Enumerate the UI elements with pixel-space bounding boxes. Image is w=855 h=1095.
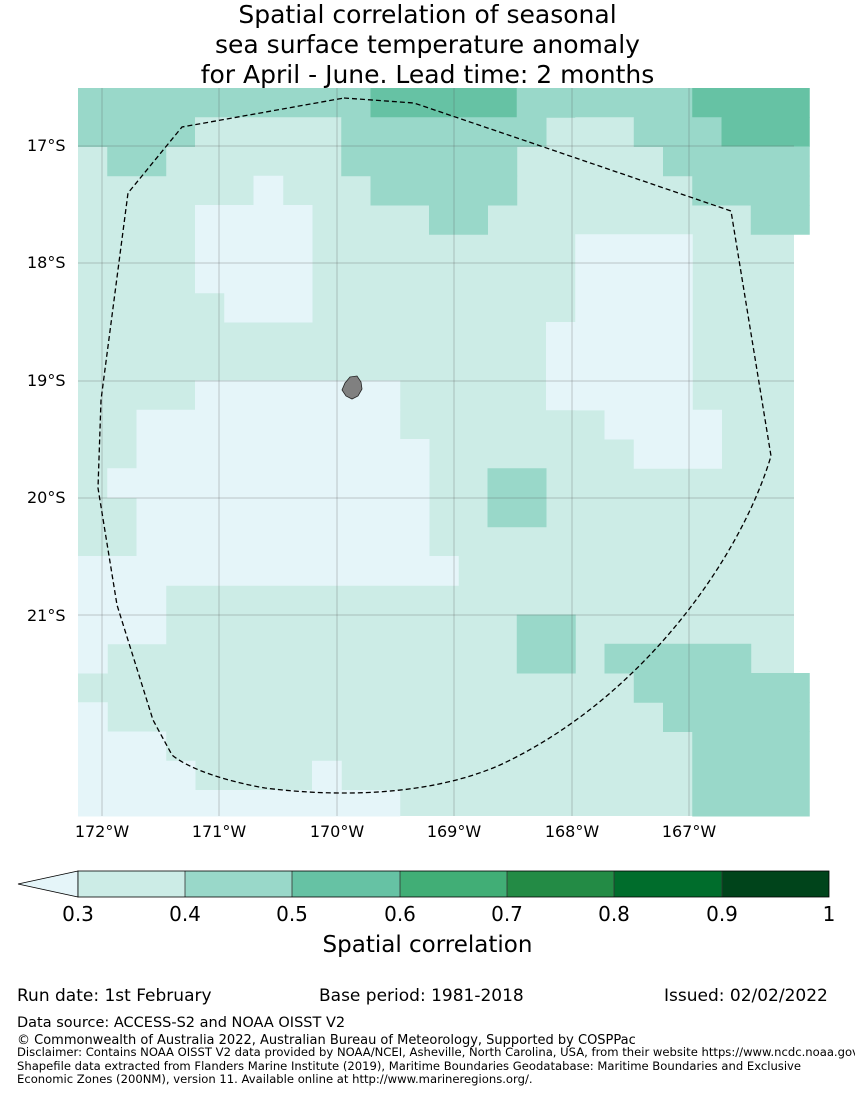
correlation-cell-block [312,760,342,791]
correlation-cell-block [107,146,167,177]
correlation-cell-block [370,175,518,206]
lat-label-21s: 21°S [27,606,66,625]
title-line-3: for April - June. Lead time: 2 months [200,60,655,89]
disclaimer-line-1: Disclaimer: Contains NOAA OISST V2 data … [17,1045,855,1059]
correlation-map [78,88,810,817]
map-title: Spatial correlation of seasonal sea surf… [0,0,855,90]
colorbar-segment-0 [78,871,185,897]
lon-label-169w: 169°W [426,822,482,841]
colorbar-tick-3: 0.6 [384,902,416,926]
data-source: Data source: ACCESS-S2 and NOAA OISST V2 [17,1015,346,1031]
correlation-cell-block [750,205,810,235]
lat-label-19s: 19°S [27,371,66,390]
lon-label-167w: 167°W [661,822,717,841]
colorbar-segment-2 [292,871,400,897]
correlation-cell-block [633,409,722,469]
title-line-2: sea surface temperature anomaly [215,30,640,59]
correlation-cell-block [224,292,313,323]
lon-label-168w: 168°W [544,822,600,841]
colorbar-dividers [184,871,723,897]
correlation-cell-block [136,497,430,557]
correlation-cell-block [516,88,693,118]
correlation-cell-block [516,614,576,674]
niue-island [341,375,363,400]
correlation-cell-block [195,380,401,411]
correlation-cell-block [165,760,196,817]
correlation-cell-block [692,731,810,817]
correlation-cell-block [604,409,635,440]
lat-label-20s: 20°S [27,488,66,507]
correlation-cell-block [721,117,810,147]
lon-label-170w: 170°W [309,822,365,841]
correlation-cell-block [195,790,401,817]
issued-date: Issued: 02/02/2022 [664,986,828,1006]
colorbar-segment-5 [614,871,722,897]
correlation-cell-block [633,117,722,147]
correlation-cell-block [78,643,108,674]
colorbar-segment-3 [400,871,507,897]
correlation-cell-block [575,117,635,147]
colorbar-segment-6 [722,871,829,897]
colorbar-frame [77,870,830,898]
correlation-cell-block [78,731,167,817]
colorbar-tick-5: 0.8 [598,902,630,926]
disclaimer-line-2: Shapefile data extracted from Flanders M… [17,1058,802,1073]
colorbar [17,870,830,898]
correlation-cell-block [78,702,108,732]
correlation-cell-block [370,88,518,118]
colorbar-tick-4: 0.7 [491,902,523,926]
correlation-cell-block [195,117,342,147]
base-period: Base period: 1981-2018 [319,986,524,1006]
correlation-cell-block [341,146,518,177]
colorbar-tick-6: 0.9 [706,902,738,926]
correlation-cell-block [78,556,459,586]
lat-label-17s: 17°S [27,136,66,155]
copyright: © Commonwealth of Australia 2022, Austra… [17,1033,636,1048]
correlation-cell-block [692,175,810,206]
colorbar-tick-0: 0.3 [62,902,94,926]
correlation-cell-block [107,468,430,498]
correlation-cell-block [692,88,810,118]
correlation-cell-block [136,439,430,469]
colorbar-segment-1 [185,871,292,897]
correlation-cell-block [546,322,635,411]
colorbar-extend-arrow [17,870,79,898]
colorbar-tick-7: 1 [822,902,836,926]
graticule [78,88,794,816]
correlation-cell-block [604,643,752,674]
correlation-cell-block [136,409,401,440]
correlation-cell-block [663,146,810,177]
colorbar-segment-4 [507,871,614,897]
disclaimer: Disclaimer: Contains NOAA OISST V2 data … [17,1045,855,1087]
title-line-1: Spatial correlation of seasonal [238,0,617,29]
eez-boundary [97,97,772,794]
correlation-cell-block [195,205,313,294]
correlation-cell-block [429,205,488,235]
colorbar-tick-1: 0.4 [169,902,201,926]
run-date: Run date: 1st February [17,986,212,1006]
correlation-cell-block [341,117,547,147]
correlation-cell-block [633,673,810,703]
correlation-cell-block [663,702,810,732]
colorbar-tick-2: 0.5 [276,902,308,926]
lat-label-18s: 18°S [27,253,66,272]
correlation-cell-block [253,175,284,206]
correlation-grid [78,88,810,817]
lon-label-172w: 172°W [74,822,130,841]
lon-label-171w: 171°W [191,822,247,841]
disclaimer-line-3: Economic Zones (200NM), version 11. Avai… [17,1072,533,1086]
colorbar-label: Spatial correlation [322,932,533,958]
